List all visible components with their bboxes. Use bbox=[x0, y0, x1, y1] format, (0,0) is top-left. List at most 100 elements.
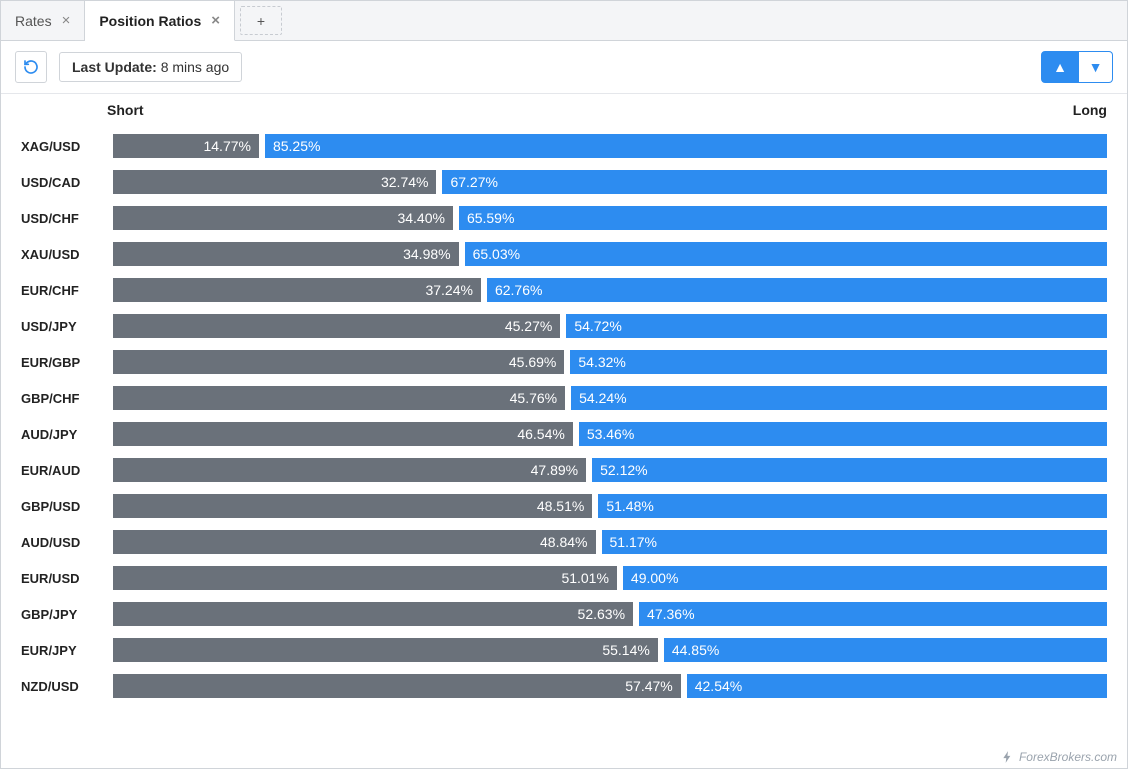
symbol-label: EUR/GBP bbox=[21, 355, 107, 370]
symbol-label: GBP/USD bbox=[21, 499, 107, 514]
ratio-row: EUR/CHF 37.24%62.76% bbox=[21, 272, 1107, 308]
short-bar: 37.24% bbox=[113, 278, 481, 302]
header-long: Long bbox=[187, 102, 1107, 118]
long-bar: 52.12% bbox=[592, 458, 1107, 482]
toolbar-right: ▲ ▼ bbox=[1041, 51, 1113, 83]
short-bar: 57.47% bbox=[113, 674, 681, 698]
short-bar: 14.77% bbox=[113, 134, 259, 158]
symbol-label: EUR/CHF bbox=[21, 283, 107, 298]
long-bar: 44.85% bbox=[664, 638, 1107, 662]
long-bar: 67.27% bbox=[442, 170, 1107, 194]
ratio-bars: 57.47%42.54% bbox=[113, 674, 1107, 698]
ratio-row: AUD/USD 48.84%51.17% bbox=[21, 524, 1107, 560]
long-bar: 85.25% bbox=[265, 134, 1107, 158]
symbol-label: XAG/USD bbox=[21, 139, 107, 154]
ratio-bars: 48.51%51.48% bbox=[113, 494, 1107, 518]
sort-asc-button[interactable]: ▲ bbox=[1041, 51, 1079, 83]
ratio-row: NZD/USD57.47%42.54% bbox=[21, 668, 1107, 704]
ratio-bars: 45.69%54.32% bbox=[113, 350, 1107, 374]
short-bar: 47.89% bbox=[113, 458, 586, 482]
close-icon[interactable]: × bbox=[62, 12, 71, 29]
ratio-bars: 55.14%44.85% bbox=[113, 638, 1107, 662]
long-bar: 54.72% bbox=[566, 314, 1107, 338]
ratio-row: GBP/JPY 52.63%47.36% bbox=[21, 596, 1107, 632]
close-icon[interactable]: × bbox=[211, 12, 220, 29]
tab-label: Rates bbox=[15, 13, 52, 29]
refresh-button[interactable] bbox=[15, 51, 47, 83]
ratio-bars: 32.74%67.27% bbox=[113, 170, 1107, 194]
ratio-row: EUR/AUD 47.89%52.12% bbox=[21, 452, 1107, 488]
long-bar: 54.32% bbox=[570, 350, 1107, 374]
ratio-row: EUR/GBP 45.69%54.32% bbox=[21, 344, 1107, 380]
symbol-label: GBP/CHF bbox=[21, 391, 107, 406]
column-headers: Short Long bbox=[1, 94, 1127, 128]
short-bar: 51.01% bbox=[113, 566, 617, 590]
refresh-icon bbox=[23, 59, 39, 75]
short-bar: 48.84% bbox=[113, 530, 596, 554]
last-update-box: Last Update: 8 mins ago bbox=[59, 52, 242, 82]
short-bar: 55.14% bbox=[113, 638, 658, 662]
long-bar: 54.24% bbox=[571, 386, 1107, 410]
tab-bar: Rates × Position Ratios × + bbox=[1, 1, 1127, 41]
ratio-row: GBP/CHF 45.76%54.24% bbox=[21, 380, 1107, 416]
toolbar-left: Last Update: 8 mins ago bbox=[15, 51, 242, 83]
watermark: ForexBrokers.com bbox=[1001, 750, 1117, 764]
ratio-row: USD/CAD 32.74%67.27% bbox=[21, 164, 1107, 200]
short-bar: 32.74% bbox=[113, 170, 436, 194]
logo-icon bbox=[1001, 750, 1015, 764]
symbol-label: USD/JPY bbox=[21, 319, 107, 334]
tab-label: Position Ratios bbox=[99, 13, 201, 29]
short-bar: 46.54% bbox=[113, 422, 573, 446]
last-update-label: Last Update: bbox=[72, 59, 157, 75]
ratios-list: XAG/USD14.77%85.25%USD/CAD32.74%67.27%US… bbox=[1, 128, 1127, 704]
ratio-bars: 48.84%51.17% bbox=[113, 530, 1107, 554]
long-bar: 51.48% bbox=[598, 494, 1107, 518]
plus-icon: + bbox=[257, 13, 265, 29]
symbol-label: AUD/USD bbox=[21, 535, 107, 550]
symbol-label: EUR/USD bbox=[21, 571, 107, 586]
short-bar: 34.98% bbox=[113, 242, 459, 266]
window: Rates × Position Ratios × + Last Update:… bbox=[0, 0, 1128, 769]
short-bar: 45.69% bbox=[113, 350, 564, 374]
tab-position-ratios[interactable]: Position Ratios × bbox=[85, 1, 235, 41]
toolbar: Last Update: 8 mins ago ▲ ▼ bbox=[1, 41, 1127, 94]
ratio-row: AUD/JPY 46.54%53.46% bbox=[21, 416, 1107, 452]
long-bar: 53.46% bbox=[579, 422, 1107, 446]
short-bar: 52.63% bbox=[113, 602, 633, 626]
ratio-row: USD/JPY 45.27%54.72% bbox=[21, 308, 1107, 344]
ratio-row: USD/CHF 34.40%65.59% bbox=[21, 200, 1107, 236]
ratio-bars: 45.76%54.24% bbox=[113, 386, 1107, 410]
triangle-down-icon: ▼ bbox=[1089, 59, 1103, 75]
ratio-bars: 34.98%65.03% bbox=[113, 242, 1107, 266]
long-bar: 47.36% bbox=[639, 602, 1107, 626]
header-symbol bbox=[21, 102, 107, 118]
triangle-up-icon: ▲ bbox=[1053, 59, 1067, 75]
ratio-bars: 46.54%53.46% bbox=[113, 422, 1107, 446]
last-update-value: 8 mins ago bbox=[161, 59, 229, 75]
ratio-bars: 37.24%62.76% bbox=[113, 278, 1107, 302]
add-tab-button[interactable]: + bbox=[240, 6, 282, 35]
ratio-bars: 52.63%47.36% bbox=[113, 602, 1107, 626]
header-short: Short bbox=[107, 102, 187, 118]
symbol-label: EUR/AUD bbox=[21, 463, 107, 478]
ratio-row: GBP/USD 48.51%51.48% bbox=[21, 488, 1107, 524]
tab-rates[interactable]: Rates × bbox=[1, 1, 85, 40]
short-bar: 45.27% bbox=[113, 314, 560, 338]
long-bar: 65.03% bbox=[465, 242, 1107, 266]
ratio-bars: 14.77%85.25% bbox=[113, 134, 1107, 158]
ratio-bars: 34.40%65.59% bbox=[113, 206, 1107, 230]
ratio-row: XAG/USD 14.77%85.25% bbox=[21, 128, 1107, 164]
symbol-label: USD/CHF bbox=[21, 211, 107, 226]
ratio-row: EUR/USD 51.01%49.00% bbox=[21, 560, 1107, 596]
short-bar: 48.51% bbox=[113, 494, 592, 518]
long-bar: 65.59% bbox=[459, 206, 1107, 230]
ratio-bars: 51.01%49.00% bbox=[113, 566, 1107, 590]
symbol-label: USD/CAD bbox=[21, 175, 107, 190]
symbol-label: GBP/JPY bbox=[21, 607, 107, 622]
long-bar: 42.54% bbox=[687, 674, 1107, 698]
sort-dropdown-button[interactable]: ▼ bbox=[1079, 51, 1113, 83]
symbol-label: AUD/JPY bbox=[21, 427, 107, 442]
long-bar: 49.00% bbox=[623, 566, 1107, 590]
ratio-bars: 45.27%54.72% bbox=[113, 314, 1107, 338]
short-bar: 34.40% bbox=[113, 206, 453, 230]
